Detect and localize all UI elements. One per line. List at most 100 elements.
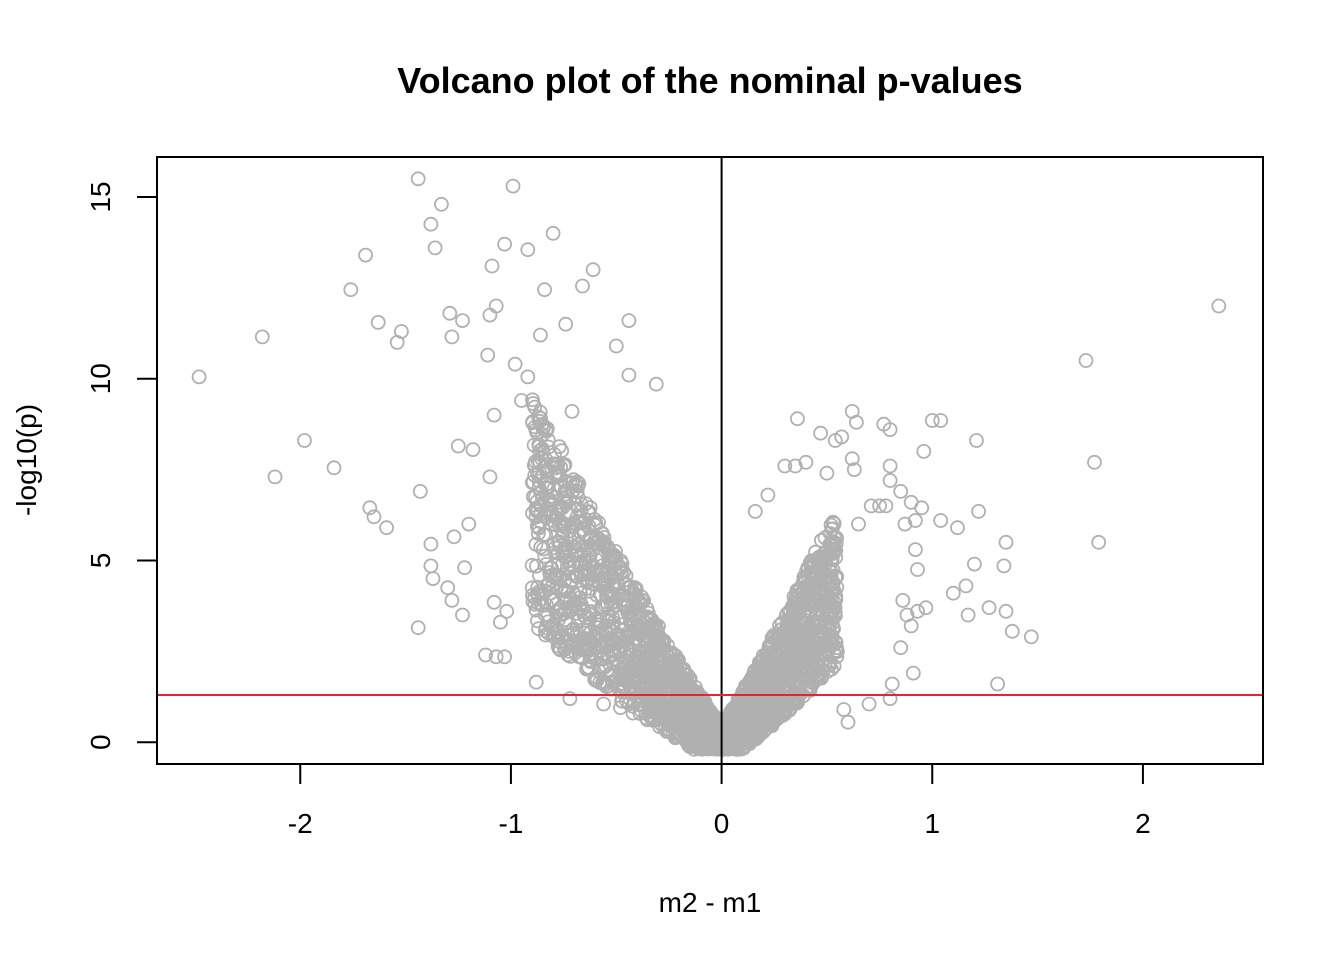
data-point: [538, 476, 554, 492]
data-point: [343, 282, 359, 298]
data-point: [410, 171, 426, 187]
data-point: [254, 329, 270, 345]
data-point: [933, 413, 949, 428]
data-point: [358, 247, 374, 263]
data-point: [625, 705, 641, 721]
y-tick-label: 10: [85, 363, 116, 394]
data-point: [433, 196, 449, 212]
data-point: [486, 407, 502, 423]
data-point: [562, 523, 578, 539]
data-point: [578, 610, 594, 625]
data-point: [575, 278, 590, 294]
data-point: [533, 596, 549, 611]
data-point: [478, 647, 494, 663]
data-point: [794, 598, 810, 614]
data-point: [568, 645, 583, 660]
data-point: [759, 692, 774, 707]
data-point: [480, 347, 496, 363]
data-point: [882, 691, 898, 706]
data-point: [617, 577, 633, 592]
data-point: [597, 677, 613, 693]
data-point: [969, 433, 984, 448]
data-point: [626, 585, 642, 601]
data-point: [461, 516, 477, 532]
data-point: [834, 429, 850, 445]
data-point: [882, 473, 898, 488]
data-point: [558, 316, 574, 332]
data-point: [507, 356, 523, 372]
data-point: [546, 536, 562, 552]
data-point: [798, 454, 814, 470]
data-point: [423, 536, 439, 552]
data-point: [705, 717, 721, 733]
data-point: [657, 721, 673, 737]
data-point: [747, 503, 763, 519]
data-point: [769, 632, 785, 648]
data-point: [790, 640, 806, 655]
data-point: [455, 607, 470, 623]
data-point: [267, 469, 283, 485]
data-point: [836, 702, 852, 717]
data-point: [557, 519, 573, 535]
data-point: [562, 691, 578, 706]
data-point: [872, 498, 887, 514]
data-point: [692, 725, 707, 741]
data-point: [916, 443, 932, 459]
data-point: [609, 566, 625, 582]
data-point: [826, 602, 842, 618]
data-point: [815, 662, 831, 678]
data-point: [548, 460, 564, 476]
data-point: [572, 515, 587, 531]
data-point: [817, 594, 833, 610]
data-point: [557, 457, 573, 473]
data-point: [600, 566, 615, 582]
data-point: [533, 485, 549, 501]
data-point: [718, 740, 734, 756]
data-point: [484, 258, 500, 274]
data-point: [971, 503, 986, 519]
data-point: [455, 313, 470, 329]
data-point: [761, 684, 777, 699]
data-point: [813, 425, 828, 441]
data-point: [817, 645, 833, 661]
data-point: [910, 603, 925, 619]
data-point: [614, 623, 630, 638]
data-point: [771, 709, 787, 725]
data-point: [596, 696, 611, 712]
data-point: [617, 672, 633, 687]
data-point: [488, 649, 504, 665]
data-point: [759, 650, 775, 666]
data-point: [736, 740, 751, 756]
data-point: [603, 586, 618, 601]
data-point: [710, 712, 726, 728]
data-point: [557, 493, 573, 509]
data-point: [1091, 534, 1107, 550]
x-axis-label: m2 - m1: [659, 887, 762, 918]
data-point: [543, 505, 559, 521]
data-point: [895, 593, 911, 608]
data-point: [592, 626, 608, 641]
data-point: [425, 571, 441, 586]
data-point: [882, 422, 898, 438]
data-point: [567, 539, 583, 555]
data-point: [602, 556, 617, 571]
data-point: [648, 376, 664, 392]
data-point: [581, 518, 597, 534]
data-point: [899, 607, 915, 623]
data-point: [819, 465, 835, 481]
data-point: [379, 520, 395, 536]
data-point: [743, 672, 758, 688]
data-point: [960, 607, 976, 623]
data-point: [760, 660, 775, 676]
chart-title: Volcano plot of the nominal p-values: [397, 60, 1022, 101]
data-point: [998, 603, 1014, 619]
data-point: [550, 545, 566, 561]
x-tick-label: 1: [924, 808, 940, 839]
data-point: [589, 535, 605, 551]
data-point: [537, 282, 552, 298]
data-point: [450, 438, 466, 454]
data-point: [535, 585, 550, 601]
data-point: [908, 513, 923, 528]
data-point: [629, 654, 645, 669]
data-point: [1087, 454, 1102, 470]
